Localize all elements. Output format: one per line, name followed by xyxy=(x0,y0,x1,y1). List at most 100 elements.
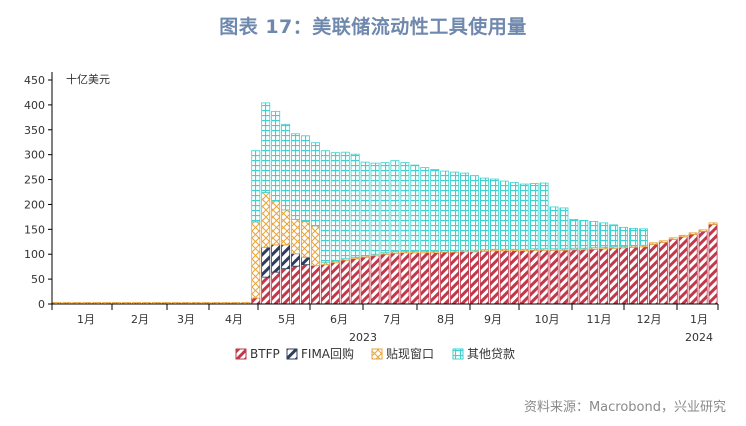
bar-discount xyxy=(658,240,668,243)
bar-btfp xyxy=(440,251,450,305)
y-tick-label: 50 xyxy=(31,273,45,286)
legend-item-other: 其他贷款 xyxy=(452,347,515,361)
bar-btfp xyxy=(648,243,658,305)
bar-other xyxy=(281,123,291,211)
bar-other xyxy=(629,227,638,247)
bar-other xyxy=(569,218,579,249)
y-tick-label: 0 xyxy=(38,298,45,311)
bar-btfp xyxy=(340,259,350,305)
bar-discount xyxy=(678,234,688,238)
bar-other xyxy=(340,151,350,260)
bar-other xyxy=(291,133,301,220)
bar-other xyxy=(589,220,599,249)
bar-btfp xyxy=(390,252,400,305)
bar-other xyxy=(499,180,509,250)
bar-btfp xyxy=(420,252,430,305)
bar-other xyxy=(579,219,589,249)
bar-btfp xyxy=(281,268,291,305)
bar-discount xyxy=(261,192,271,248)
x-year-label: 2024 xyxy=(685,331,713,344)
bar-btfp xyxy=(658,241,668,305)
bar-discount xyxy=(300,220,310,258)
bar-btfp xyxy=(638,246,648,305)
bar-other xyxy=(370,162,380,255)
x-month-label: 6月 xyxy=(330,313,348,326)
bar-btfp xyxy=(549,249,559,305)
legend-label: FIMA回购 xyxy=(301,346,354,361)
bar-btfp xyxy=(619,247,629,305)
bar-fima xyxy=(291,253,301,267)
y-tick-label: 200 xyxy=(24,198,45,211)
y-tick-label: 350 xyxy=(24,124,45,137)
bar-other xyxy=(638,228,648,246)
bar-btfp xyxy=(350,258,360,305)
bar-other xyxy=(430,169,440,252)
bar-btfp xyxy=(688,233,698,305)
x-month-label: 2月 xyxy=(131,313,149,326)
bar-btfp xyxy=(261,276,271,305)
legend-item-discount: 贴现窗口 xyxy=(371,347,434,361)
bar-other xyxy=(489,178,499,250)
source-note: 资料来源：Macrobond，兴业研究 xyxy=(523,400,726,415)
bar-btfp xyxy=(559,249,569,305)
bar-btfp xyxy=(698,230,708,305)
bar-other xyxy=(469,175,479,251)
bar-other xyxy=(410,164,420,252)
bar-other xyxy=(251,150,261,223)
y-tick-label: 400 xyxy=(24,99,45,112)
bar-btfp xyxy=(519,250,529,305)
bar-other xyxy=(479,177,489,251)
bar-btfp xyxy=(310,265,320,305)
x-month-label: 4月 xyxy=(225,313,243,326)
bar-other xyxy=(300,135,310,222)
x-month-label: 8月 xyxy=(437,313,455,326)
y-tick-label: 450 xyxy=(24,74,45,87)
bar-fima xyxy=(261,246,271,278)
chart-title: 图表 17：美联储流动性工具使用量 xyxy=(219,16,527,38)
bar-btfp xyxy=(479,250,489,305)
bar-btfp xyxy=(599,248,609,305)
bar-discount xyxy=(271,200,281,246)
bar-btfp xyxy=(499,250,509,305)
bar-discount xyxy=(708,222,718,225)
bar-fima xyxy=(300,256,310,266)
bar-btfp xyxy=(609,247,619,305)
bar-discount xyxy=(668,237,678,240)
legend-label: 其他贷款 xyxy=(467,347,515,361)
bar-other xyxy=(460,172,470,251)
bar-discount xyxy=(310,225,320,267)
x-month-label: 1月 xyxy=(77,313,95,326)
bar-discount xyxy=(688,232,698,235)
x-month-label: 11月 xyxy=(587,313,612,326)
x-month-label: 9月 xyxy=(484,313,502,326)
y-tick-label: 100 xyxy=(24,248,45,261)
bar-other xyxy=(509,182,519,250)
legend-swatch xyxy=(452,348,464,360)
bar-other xyxy=(440,170,450,252)
x-month-label: 1月 xyxy=(690,313,708,326)
bar-discount xyxy=(251,221,261,299)
bar-btfp xyxy=(320,264,330,305)
bar-btfp xyxy=(579,249,589,305)
bar-discount xyxy=(281,209,291,246)
bar-other xyxy=(400,162,410,252)
bar-discount xyxy=(291,218,301,255)
legend-label: BTFP xyxy=(250,347,280,361)
bar-fima xyxy=(271,244,281,273)
bar-other xyxy=(539,182,549,250)
bar-btfp xyxy=(430,252,440,305)
bar-btfp xyxy=(569,249,579,305)
legend-item-btfp: BTFP xyxy=(235,347,280,361)
legend-swatch xyxy=(371,348,383,360)
x-month-label: 7月 xyxy=(383,313,401,326)
bar-btfp xyxy=(678,236,688,305)
y-tick-label: 250 xyxy=(24,174,45,187)
x-month-label: 12月 xyxy=(637,313,662,326)
bar-btfp xyxy=(460,251,470,305)
x-month-label: 10月 xyxy=(535,313,560,326)
bar-other xyxy=(310,142,320,227)
bar-other xyxy=(380,162,390,254)
bar-btfp xyxy=(450,251,460,305)
bar-other xyxy=(549,206,559,250)
bar-btfp xyxy=(271,271,281,305)
